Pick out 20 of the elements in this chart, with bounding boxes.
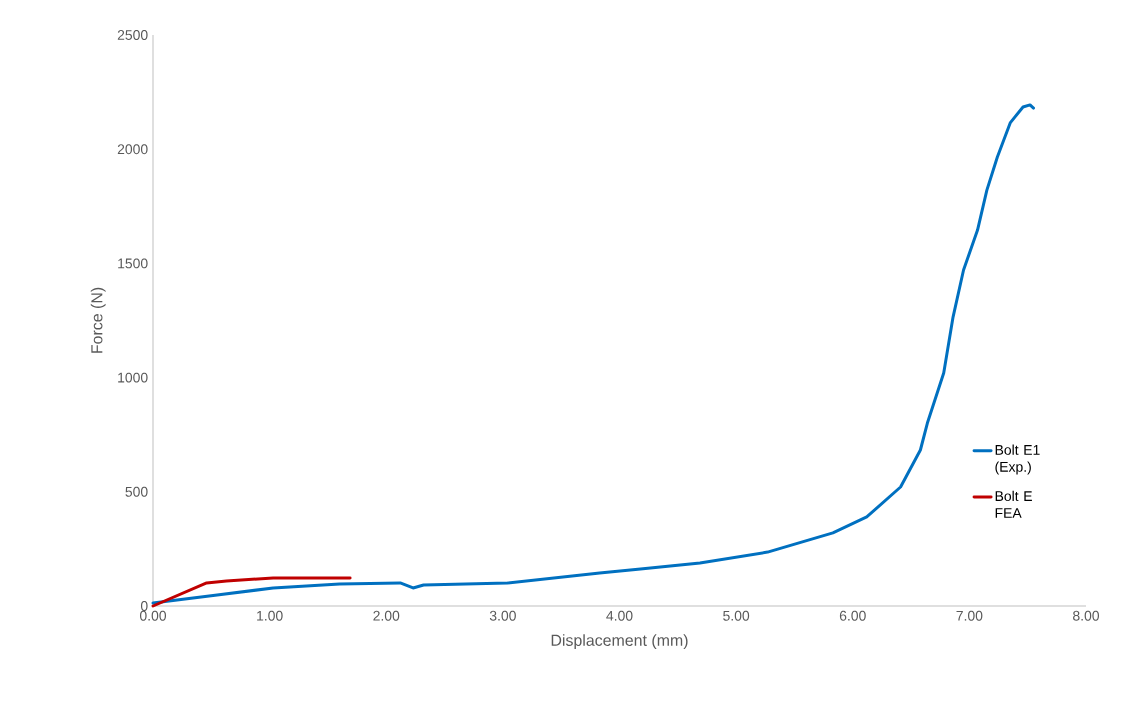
x-tick-label: 6.00 <box>839 610 866 621</box>
x-tick-label: 8.00 <box>1073 610 1100 621</box>
y-tick-label: 0 <box>140 601 148 611</box>
x-axis-title: Displacement (mm) <box>551 634 688 650</box>
y-tick-label: 1000 <box>118 372 148 383</box>
y-tick-label: 2500 <box>117 30 148 40</box>
x-tick-label: 3.00 <box>489 610 516 621</box>
y-tick-label: 1500 <box>118 258 148 269</box>
x-tick-label: 5.00 <box>723 610 750 621</box>
x-tick-label: 2.00 <box>373 610 400 621</box>
legend-label: Bolt E1 (Exp.) <box>995 444 1040 475</box>
x-tick-label: 7.00 <box>956 610 983 621</box>
y-axis-title: Force (N) <box>90 287 106 353</box>
line-series <box>151 576 352 608</box>
y-tick-label: 500 <box>125 486 148 497</box>
x-tick-label: 0.00 <box>139 610 167 621</box>
y-tick-label: 2000 <box>117 144 148 155</box>
x-tick-label: 4.00 <box>606 610 633 621</box>
legend-label: Bolt E FEA <box>995 490 1032 518</box>
x-tick-label: 1.00 <box>257 610 283 621</box>
